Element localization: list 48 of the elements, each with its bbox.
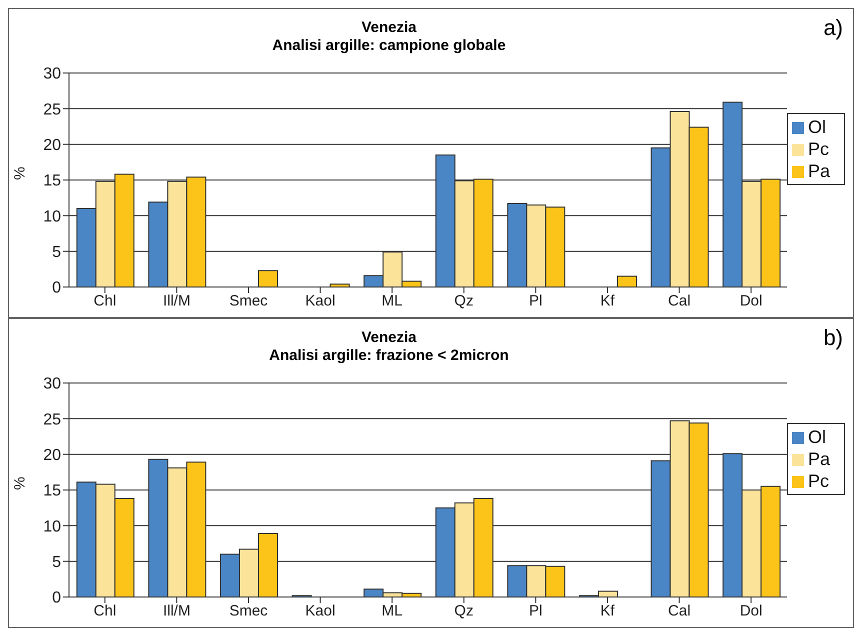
chart-subtitle: Analisi argille: campione globale [271,37,507,55]
legend-label: Pa [808,449,830,469]
x-tick-label: Chl [94,292,116,310]
legend-label: Pc [808,471,829,491]
x-tick-label: ML [382,292,403,310]
y-tick-label: 0 [52,280,62,297]
legend-label: Pa [808,161,830,181]
chart-title: Venezia [360,19,418,37]
y-tick-label: 0 [52,590,62,607]
y-tick-label: 30 [43,376,62,393]
x-tick-label: Kf [600,602,616,620]
x-tick-label: Pl [529,602,542,620]
x-tick-label: Cal [668,602,691,620]
text: a) [823,15,843,41]
text: b) [823,325,843,351]
y-axis-title: % [11,476,28,490]
y-tick-label: 5 [52,554,62,572]
x-tick-label: ML [382,602,403,620]
y-tick-label: 25 [43,411,62,428]
chart-subtitle: Analisi argille: frazione < 2micron [268,347,510,365]
x-tick-label: Dol [740,602,762,620]
y-tick-label: 10 [43,208,62,226]
x-tick-label: Kaol [305,602,336,620]
x-tick-label: Smec [229,602,268,620]
y-tick-label: 20 [43,137,62,154]
x-tick-label: Smec [229,292,268,310]
y-tick-label: 15 [43,172,62,190]
x-tick-label: Kf [600,292,616,310]
legend-label: Ol [808,427,826,447]
y-tick-label: 5 [52,244,62,262]
y-tick-label: 25 [43,101,62,118]
x-tick-label: Dol [740,292,762,310]
y-tick-label: 15 [43,482,62,500]
x-tick-label: Qz [454,292,474,310]
x-tick-label: Chl [94,602,116,620]
y-axis-title: % [11,166,28,180]
chart-title: Venezia [360,329,418,347]
y-tick-label: 30 [43,66,62,83]
x-tick-label: Ill/M [162,292,190,310]
x-tick-label: Pl [529,292,542,310]
y-tick-label: 10 [43,518,62,536]
x-tick-label: Ill/M [162,602,190,620]
y-tick-label: 20 [43,447,62,464]
legend-label: Pc [808,139,829,159]
legend-label: Ol [808,117,826,137]
x-tick-label: Kaol [305,292,336,310]
x-tick-label: Qz [454,602,474,620]
x-tick-label: Cal [668,292,691,310]
